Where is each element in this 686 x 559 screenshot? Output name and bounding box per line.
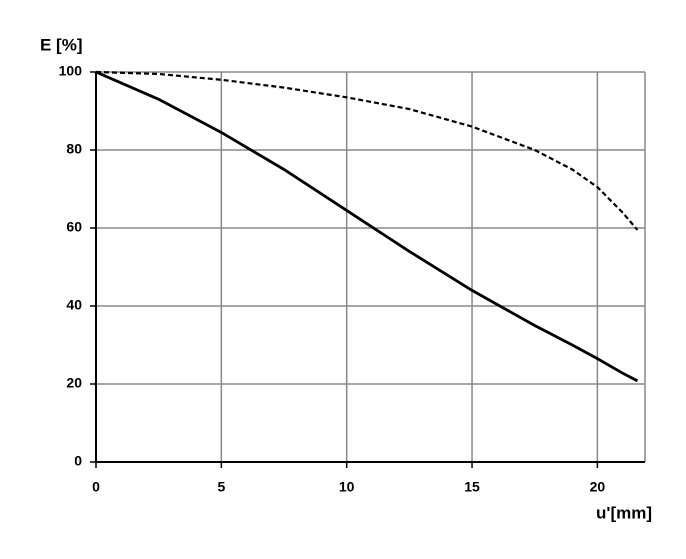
data-line [95, 70, 639, 231]
y-tick-label: 100 [59, 63, 83, 79]
y-tick-label: 80 [66, 141, 82, 157]
x-tick-label: 0 [92, 479, 100, 495]
x-tick-label: 15 [464, 479, 480, 495]
y-tick-label: 40 [66, 297, 82, 313]
x-tick-label: 20 [590, 479, 606, 495]
y-tick-label: 0 [74, 453, 82, 469]
x-axis-title: u'[mm] [596, 503, 652, 522]
data-line [95, 70, 639, 383]
y-tick-label: 20 [66, 375, 82, 391]
x-tick-label: 5 [217, 479, 225, 495]
x-tick-label: 10 [339, 479, 355, 495]
y-tick-label: 60 [66, 219, 82, 235]
y-axis-title: E [%] [40, 35, 83, 54]
